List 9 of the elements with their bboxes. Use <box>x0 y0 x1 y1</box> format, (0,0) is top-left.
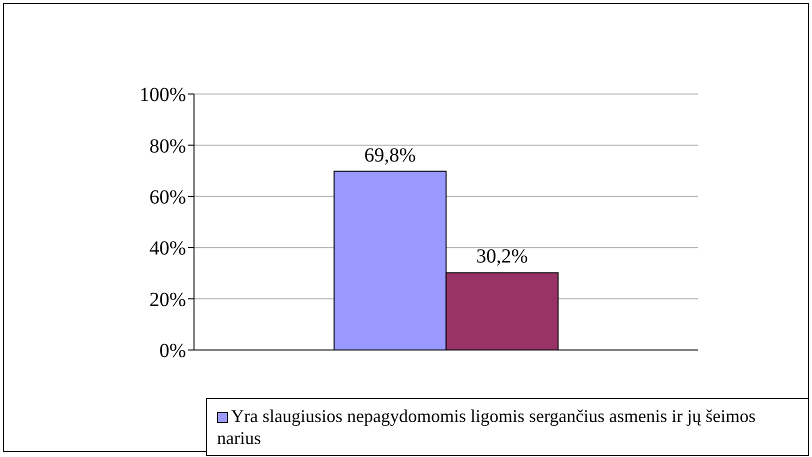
y-tick-label: 80% <box>149 135 186 158</box>
data-label: 30,2% <box>476 246 528 268</box>
legend-label: Yra slaugiusios nepagydomomis ligomis sergančius asmenis ir jų šeimos narius <box>217 406 756 448</box>
data-label: 69,8% <box>364 144 416 166</box>
y-tick-label: 100% <box>139 84 186 106</box>
y-tick-label: 40% <box>149 238 186 260</box>
y-tick-label: 0% <box>159 340 186 362</box>
y-tick-label: 60% <box>149 186 186 208</box>
y-tick-label: 20% <box>149 288 186 311</box>
